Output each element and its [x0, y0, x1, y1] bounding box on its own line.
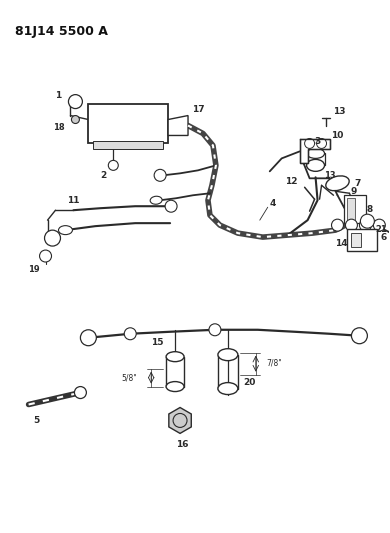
Circle shape — [360, 219, 371, 231]
Text: 3: 3 — [314, 137, 321, 146]
Bar — [347, 198, 355, 220]
Circle shape — [69, 95, 82, 109]
Text: 1: 1 — [55, 91, 62, 100]
Ellipse shape — [166, 352, 184, 362]
Text: 81J14 5500 A: 81J14 5500 A — [15, 25, 108, 38]
Text: 8: 8 — [366, 205, 372, 214]
Circle shape — [108, 160, 118, 171]
Text: 2: 2 — [100, 171, 106, 180]
Text: 10: 10 — [331, 131, 344, 140]
Text: 9: 9 — [350, 187, 356, 196]
Text: 18: 18 — [53, 123, 64, 132]
Circle shape — [373, 219, 385, 231]
Text: 16: 16 — [176, 440, 188, 449]
Ellipse shape — [307, 148, 324, 158]
Circle shape — [71, 116, 80, 124]
Text: 15: 15 — [151, 338, 163, 347]
Text: 11: 11 — [67, 196, 80, 205]
Text: 6: 6 — [380, 232, 386, 241]
Polygon shape — [169, 408, 191, 433]
Circle shape — [124, 328, 136, 340]
Text: 5/8": 5/8" — [121, 373, 137, 382]
Ellipse shape — [307, 159, 324, 171]
Bar — [93, 141, 163, 149]
Circle shape — [351, 328, 367, 344]
Bar — [351, 233, 362, 247]
Circle shape — [173, 414, 187, 427]
Text: 5: 5 — [34, 416, 40, 425]
Polygon shape — [168, 116, 188, 135]
Circle shape — [317, 139, 326, 148]
Text: 13: 13 — [324, 171, 335, 180]
Circle shape — [74, 386, 87, 399]
Bar — [89, 103, 168, 143]
Circle shape — [154, 169, 166, 181]
Ellipse shape — [218, 383, 238, 394]
Circle shape — [305, 139, 315, 148]
Ellipse shape — [326, 176, 349, 191]
Text: 7/8": 7/8" — [266, 358, 282, 367]
Circle shape — [165, 200, 177, 212]
Text: 12: 12 — [285, 177, 298, 186]
Text: 17: 17 — [191, 105, 204, 114]
Circle shape — [332, 219, 344, 231]
Text: 20: 20 — [244, 378, 256, 387]
Circle shape — [39, 250, 51, 262]
Bar — [344, 195, 366, 223]
Circle shape — [80, 330, 96, 346]
Polygon shape — [300, 140, 330, 164]
Text: 13: 13 — [333, 107, 346, 116]
Ellipse shape — [166, 382, 184, 392]
Ellipse shape — [150, 196, 162, 204]
Ellipse shape — [58, 225, 73, 235]
Text: 21: 21 — [376, 224, 387, 233]
Circle shape — [209, 324, 221, 336]
Text: 7: 7 — [354, 179, 361, 188]
Bar — [347, 229, 378, 251]
Text: 4: 4 — [269, 199, 276, 208]
Text: 14: 14 — [335, 239, 348, 248]
Circle shape — [346, 219, 357, 231]
Circle shape — [360, 214, 374, 228]
Ellipse shape — [218, 349, 238, 361]
Circle shape — [44, 230, 60, 246]
Text: 19: 19 — [28, 265, 39, 274]
